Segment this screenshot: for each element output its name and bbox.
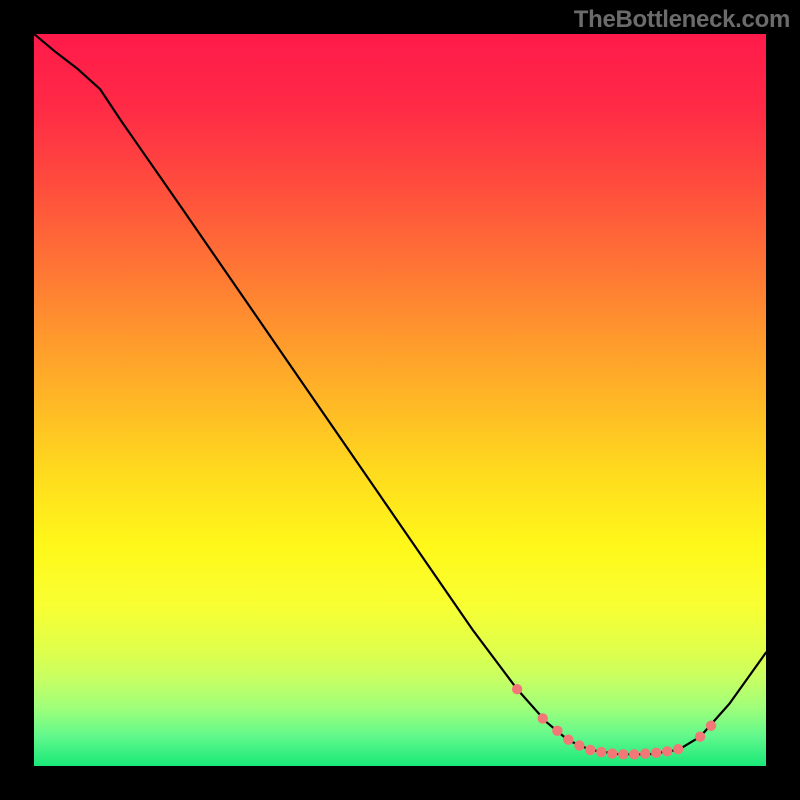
marker-dot — [706, 721, 716, 731]
watermark-text: TheBottleneck.com — [574, 6, 790, 34]
plot-area — [34, 34, 766, 766]
marker-dot — [618, 749, 628, 759]
marker-dot — [552, 726, 562, 736]
marker-dot — [629, 749, 639, 759]
marker-dot — [651, 748, 661, 758]
bottleneck-curve — [34, 34, 766, 766]
marker-dot — [585, 745, 595, 755]
marker-dot — [538, 713, 548, 723]
marker-dot — [607, 748, 617, 758]
marker-dot — [695, 732, 705, 742]
marker-dot — [673, 744, 683, 754]
curve-path — [34, 34, 766, 754]
marker-dot — [512, 684, 522, 694]
marker-dot — [640, 748, 650, 758]
marker-group — [512, 684, 716, 760]
marker-dot — [563, 734, 573, 744]
marker-dot — [596, 747, 606, 757]
marker-dot — [574, 740, 584, 750]
chart-container: TheBottleneck.com — [0, 0, 800, 800]
marker-dot — [662, 746, 672, 756]
